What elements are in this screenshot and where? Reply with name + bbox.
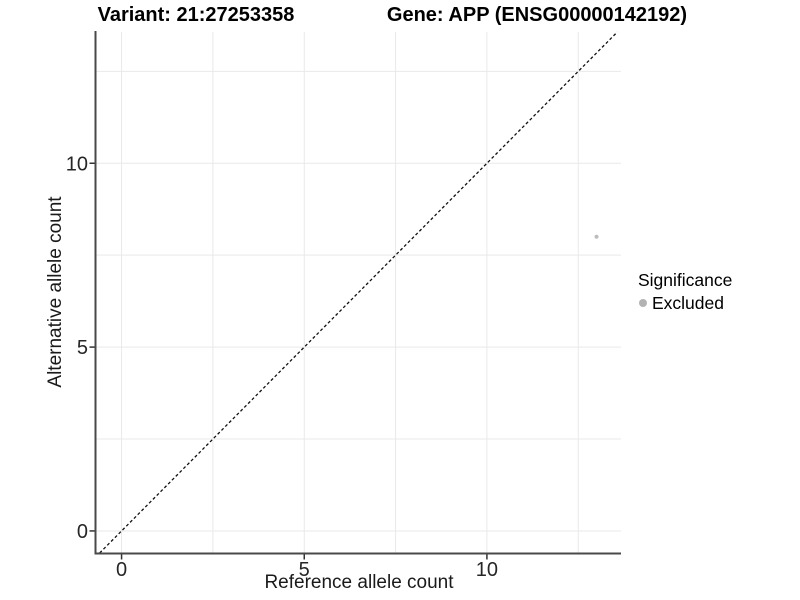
y-tick-label: 10 [66, 153, 88, 175]
legend: Significance Excluded [638, 270, 732, 313]
x-axis-title: Reference allele count [264, 572, 454, 593]
legend-entry-excluded: Excluded [638, 293, 732, 313]
x-tick-label: 10 [476, 559, 498, 581]
y-axis-title: Alternative allele count [45, 196, 66, 388]
data-points [594, 234, 599, 239]
x-tick-label: 5 [299, 559, 310, 581]
y-tick-label: 0 [77, 521, 88, 543]
axis-lines [94, 31, 621, 555]
tick-labels: 0 5 10 0 5 10 [66, 153, 498, 581]
x-tick-label: 0 [116, 559, 127, 581]
tick-marks [89, 162, 488, 560]
gene-title: Gene: APP (ENSG00000142192) [386, 4, 688, 26]
legend-entry-label: Excluded [652, 293, 724, 313]
y-tick-label: 5 [77, 337, 88, 359]
identity-reference-line [99, 31, 618, 554]
data-point [594, 234, 599, 239]
legend-point-icon [639, 299, 647, 307]
identity-line [99, 31, 618, 554]
legend-title: Significance [638, 270, 733, 290]
variant-title: Variant: 21:27253358 [97, 4, 295, 26]
gridlines [96, 32, 621, 553]
